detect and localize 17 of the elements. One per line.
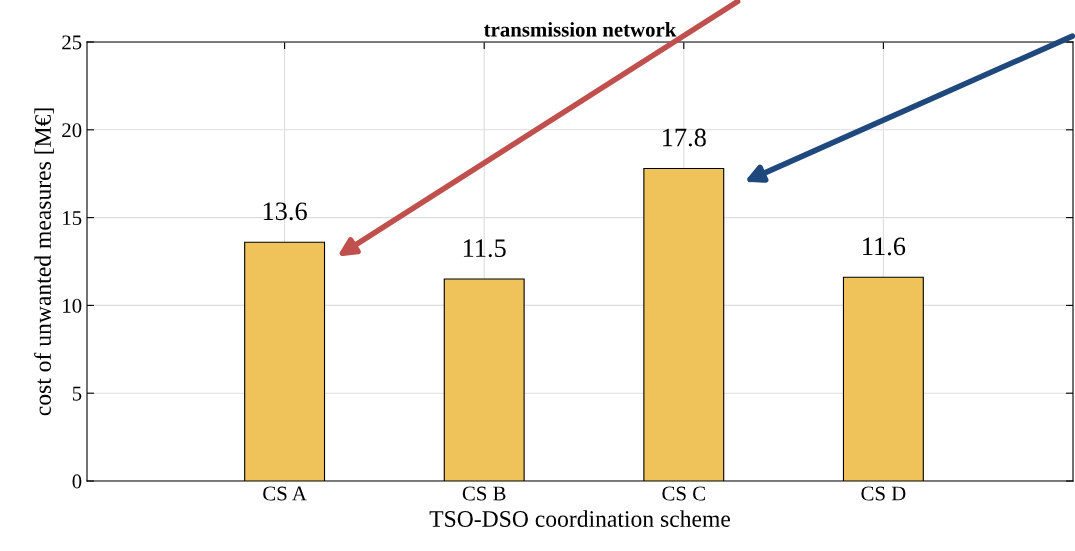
data-label: 17.8 [663, 128, 706, 147]
x-tick-label: CS C [662, 486, 705, 501]
data-label: 11.5 [463, 239, 506, 258]
y-tick-label: 20 [62, 123, 82, 138]
y-tick-label: 10 [63, 298, 82, 313]
y-axis-title: cost of unwanted measures [M€] [34, 108, 54, 416]
data-label: 11.6 [863, 237, 906, 256]
y-tick-label: 0 [72, 474, 82, 489]
data-label: 13.6 [263, 202, 307, 221]
y-tick-label: 5 [72, 386, 82, 401]
x-tick-label: CS B [462, 486, 506, 501]
x-tick-label: CS A [263, 486, 307, 501]
x-axis-title: TSO-DSO coordination scheme [429, 510, 730, 527]
y-tick-label: 25 [62, 35, 82, 50]
chart-title: transmission network [483, 21, 677, 37]
y-tick-label: 15 [63, 211, 82, 226]
x-tick-label: CS D [861, 486, 906, 501]
